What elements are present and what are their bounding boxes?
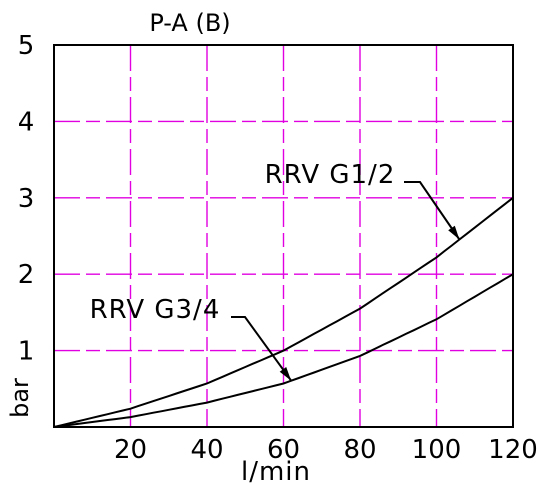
x-tick-label-20: 20	[114, 435, 147, 465]
annotation-arrowhead-1	[279, 367, 292, 381]
plot-frame	[53, 44, 514, 428]
series-lines	[53, 197, 514, 428]
y-tick-label-5: 5	[18, 31, 35, 61]
y-tick-label-2: 2	[18, 260, 35, 290]
series-line-1	[53, 273, 514, 428]
y-tick-label-1: 1	[18, 337, 35, 367]
annotation-leader-1	[231, 316, 293, 382]
annotations: RRV G1/2 RRV G3/4	[90, 160, 461, 382]
x-tick-label-100: 100	[412, 435, 462, 465]
x-tick-label-120: 120	[488, 435, 538, 465]
x-tick-label-40: 40	[190, 435, 223, 465]
x-axis-label: l/min	[241, 457, 311, 486]
y-axis-label: bar	[6, 378, 34, 418]
x-tick-label-60: 60	[267, 435, 300, 465]
annotation-arrowhead-0	[448, 225, 460, 240]
y-tick-label-4: 4	[18, 107, 35, 137]
x-tick-label-80: 80	[343, 435, 376, 465]
annotation-leader-0	[404, 181, 461, 241]
y-tick-label-3: 3	[18, 184, 35, 214]
x-tick-labels: 20 40 60 80 100 120	[114, 435, 538, 465]
chart-title: P-A (B)	[149, 9, 230, 37]
annotation-label-0: RRV G1/2	[265, 160, 396, 190]
y-tick-labels: 1 2 3 4 5	[18, 31, 35, 367]
annotation-label-1: RRV G3/4	[90, 295, 221, 325]
series-line-0	[53, 197, 514, 428]
